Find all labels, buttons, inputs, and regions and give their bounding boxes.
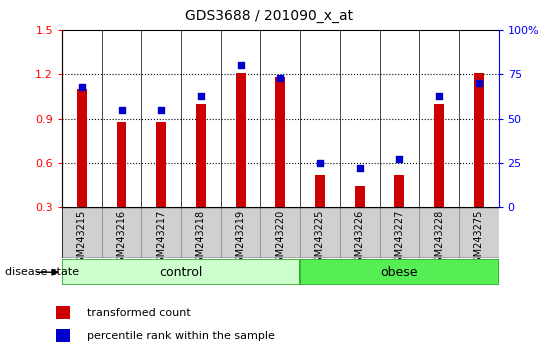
Bar: [116, 121, 127, 207]
Point: [117, 107, 126, 113]
Text: disease state: disease state: [5, 267, 80, 277]
Bar: [419, 207, 459, 258]
Point: [474, 80, 483, 86]
Text: GSM243218: GSM243218: [196, 210, 206, 269]
Point: [236, 63, 245, 68]
Point: [435, 93, 444, 98]
Bar: [56, 330, 70, 342]
Bar: [474, 73, 483, 207]
Text: GSM243215: GSM243215: [77, 210, 87, 269]
Text: GDS3688 / 201090_x_at: GDS3688 / 201090_x_at: [185, 9, 354, 23]
Bar: [434, 104, 444, 207]
Bar: [355, 187, 364, 207]
Bar: [62, 259, 300, 285]
Bar: [300, 259, 499, 285]
Bar: [102, 207, 141, 258]
Bar: [62, 207, 102, 258]
Text: GSM243220: GSM243220: [275, 210, 285, 269]
Text: GSM243275: GSM243275: [474, 210, 483, 269]
Point: [157, 107, 165, 113]
Text: control: control: [160, 266, 203, 279]
Point: [355, 165, 364, 171]
Text: GSM243227: GSM243227: [395, 210, 404, 269]
Text: GSM243225: GSM243225: [315, 210, 325, 269]
Bar: [459, 207, 499, 258]
Point: [276, 75, 285, 81]
Bar: [315, 175, 325, 207]
Bar: [275, 77, 285, 207]
Bar: [141, 207, 181, 258]
Text: GSM243216: GSM243216: [116, 210, 127, 269]
Bar: [196, 104, 206, 207]
Text: GSM243228: GSM243228: [434, 210, 444, 269]
Point: [197, 93, 205, 98]
Bar: [300, 207, 340, 258]
Point: [316, 160, 324, 166]
Bar: [221, 207, 260, 258]
Text: GSM243226: GSM243226: [355, 210, 365, 269]
Bar: [260, 207, 300, 258]
Bar: [340, 207, 379, 258]
Point: [78, 84, 86, 90]
Bar: [379, 207, 419, 258]
Text: obese: obese: [381, 266, 418, 279]
Bar: [56, 307, 70, 319]
Text: transformed count: transformed count: [87, 308, 191, 318]
Text: percentile rank within the sample: percentile rank within the sample: [87, 331, 275, 341]
Point: [395, 156, 404, 162]
Bar: [395, 175, 404, 207]
Text: GSM243217: GSM243217: [156, 210, 166, 269]
Bar: [156, 121, 166, 207]
Bar: [236, 73, 246, 207]
Bar: [181, 207, 221, 258]
Text: GSM243219: GSM243219: [236, 210, 246, 269]
Bar: [77, 89, 87, 207]
